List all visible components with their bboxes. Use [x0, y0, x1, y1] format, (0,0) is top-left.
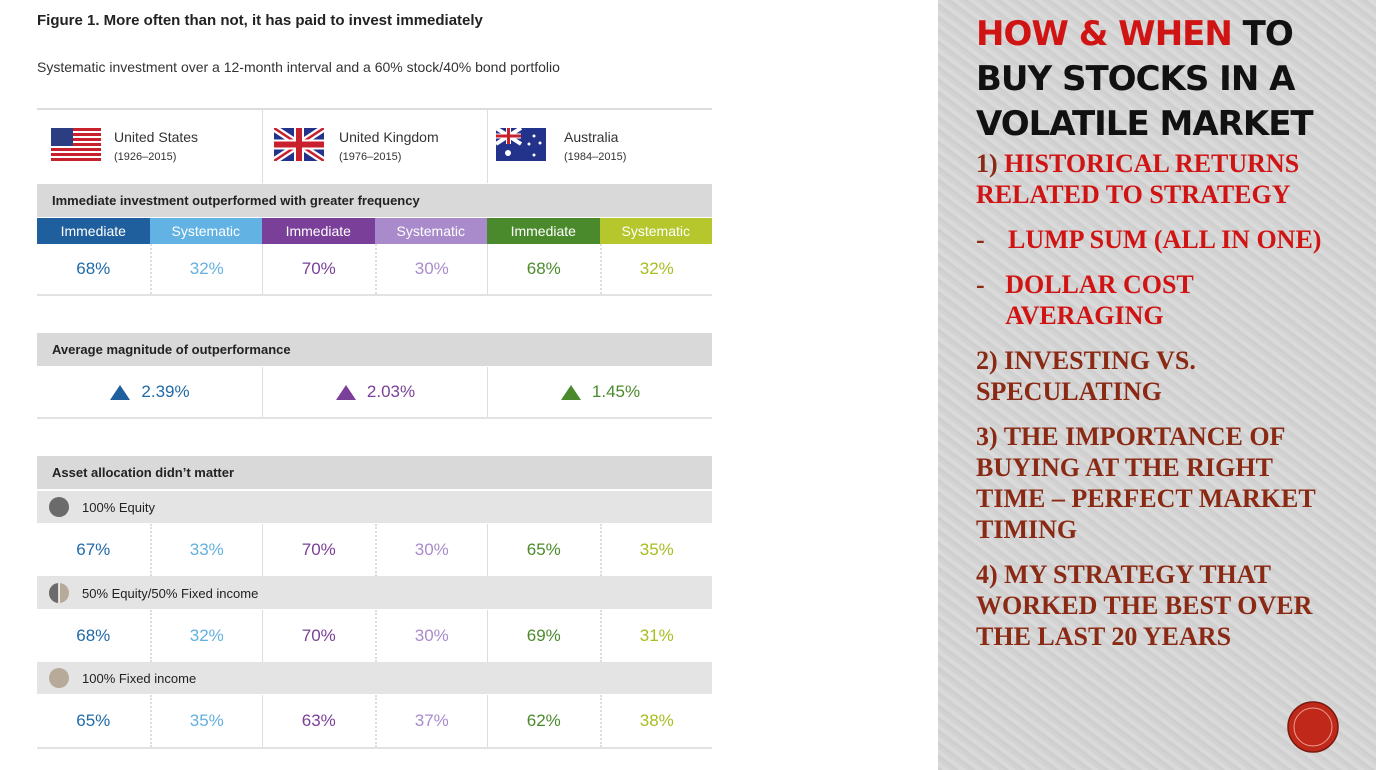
item-number: 1)	[976, 149, 998, 178]
magnitude-value: 2.03%	[366, 382, 416, 401]
allocation-label: 100% Equity	[82, 499, 155, 515]
country-years: (1984–2015)	[564, 151, 627, 163]
value-cell: 32%	[149, 244, 263, 294]
magnitude-cell: 2.03%	[262, 367, 487, 417]
section-heading: Asset allocation didn’t matter	[37, 456, 712, 489]
flag-us	[51, 128, 101, 161]
bullet-dash: -	[976, 225, 985, 254]
up-triangle	[560, 385, 581, 400]
item-number: 3)	[976, 422, 998, 451]
section-heading: Immediate investment outperformed with g…	[37, 184, 712, 217]
figure-subtitle: Systematic investment over a 12-month in…	[37, 59, 560, 75]
up-triangle	[110, 385, 131, 400]
section-heading: Average magnitude of outperformance	[37, 333, 712, 366]
allocation-label-bar: 100% Fixed income	[37, 662, 712, 694]
item-text: THE IMPORTANCE OF BUYING AT THE RIGHT TI…	[976, 422, 1316, 544]
value-cell: 70%	[262, 524, 375, 576]
up-triangle	[335, 385, 356, 400]
agenda-item: 1) HISTORICAL RETURNS RELATED TO STRATEG…	[976, 148, 1326, 331]
value-cell: 30%	[374, 244, 488, 294]
value-cell: 35%	[599, 524, 713, 576]
allocation-label: 100% Fixed income	[82, 670, 197, 686]
item-text: MY STRATEGY THAT WORKED THE BEST OVER TH…	[976, 560, 1313, 651]
item-text: HISTORICAL RETURNS RELATED TO STRATEGY	[976, 149, 1300, 209]
agenda-list: 1) HISTORICAL RETURNS RELATED TO STRATEG…	[976, 148, 1326, 666]
row-rule	[37, 294, 712, 296]
value-cell: 33%	[149, 524, 263, 576]
value-cell: 35%	[149, 695, 263, 747]
country-years: (1976–2015)	[339, 151, 402, 163]
title-highlight: HOW & WHEN	[976, 14, 1233, 54]
value-cell: 70%	[262, 610, 375, 662]
country-name: United States	[114, 129, 199, 145]
magnitude-cell: 2.39%	[37, 367, 262, 417]
sub-item: - DOLLAR COST AVERAGING	[976, 269, 1326, 331]
value-cell: 69%	[487, 610, 600, 662]
value-cell: 32%	[149, 610, 263, 662]
divider	[487, 110, 488, 183]
value-cell: 68%	[487, 244, 600, 294]
bullet-dash: -	[976, 270, 985, 299]
allocation-label: 50% Equity/50% Fixed income	[82, 585, 259, 601]
flag-au	[496, 128, 546, 161]
item-text: INVESTING VS. SPECULATING	[976, 346, 1196, 406]
nav-button[interactable]	[1286, 700, 1340, 754]
magnitude-value: 2.39%	[141, 382, 190, 401]
value-cell: 62%	[487, 695, 600, 747]
sub-item-text: DOLLAR COST AVERAGING	[1005, 270, 1194, 330]
row-rule	[37, 417, 712, 419]
column-header: Immediate	[262, 218, 375, 244]
item-number: 2)	[976, 346, 998, 375]
value-cell: 65%	[487, 524, 600, 576]
value-cell: 68%	[76, 259, 111, 278]
country-years: (1926–2015)	[114, 151, 177, 163]
agenda-item: 4) MY STRATEGY THAT WORKED THE BEST OVER…	[976, 559, 1326, 652]
value-cell: 63%	[262, 695, 375, 747]
value-cell: 65%	[76, 711, 111, 730]
value-cell: 70%	[262, 244, 375, 294]
column-header: Systematic	[599, 218, 712, 244]
slide-title: HOW & WHEN TO BUY STOCKS IN A VOLATILE M…	[976, 12, 1326, 147]
allocation-label-bar: 100% Equity	[37, 491, 712, 523]
column-header: Systematic	[374, 218, 487, 244]
sub-item-text: LUMP SUM (ALL IN ONE)	[1008, 225, 1322, 254]
figure-title: Figure 1. More often than not, it has pa…	[37, 12, 483, 29]
allocation-icon	[49, 668, 69, 688]
agenda-item: 3) THE IMPORTANCE OF BUYING AT THE RIGHT…	[976, 421, 1326, 545]
value-cell: 30%	[374, 524, 488, 576]
allocation-icon	[49, 583, 69, 603]
divider	[262, 110, 263, 183]
agenda-item: 2) INVESTING VS. SPECULATING	[976, 345, 1326, 407]
rule	[37, 108, 712, 110]
country-name: Australia	[564, 129, 619, 145]
sub-item: - LUMP SUM (ALL IN ONE)	[976, 224, 1326, 255]
title-rest: TO BUY STOCKS IN A VOLATILE MARKET	[976, 14, 1314, 144]
flag-uk	[274, 128, 324, 161]
value-cell: 37%	[374, 695, 488, 747]
column-header: Immediate	[37, 218, 150, 244]
item-number: 4)	[976, 560, 998, 589]
value-cell: 30%	[374, 610, 488, 662]
row-rule	[37, 747, 712, 749]
column-header: Systematic	[149, 218, 262, 244]
country-name: United Kingdom	[339, 129, 439, 145]
value-cell: 38%	[599, 695, 713, 747]
value-cell: 32%	[599, 244, 713, 294]
magnitude-cell: 1.45%	[487, 367, 712, 417]
column-header: Immediate	[487, 218, 600, 244]
allocation-icon	[49, 497, 69, 517]
title-panel: HOW & WHEN TO BUY STOCKS IN A VOLATILE M…	[938, 0, 1376, 770]
value-cell: 68%	[76, 626, 111, 645]
value-cell: 31%	[599, 610, 713, 662]
allocation-label-bar: 50% Equity/50% Fixed income	[37, 577, 712, 609]
magnitude-value: 1.45%	[591, 382, 641, 401]
value-cell: 67%	[76, 540, 111, 559]
